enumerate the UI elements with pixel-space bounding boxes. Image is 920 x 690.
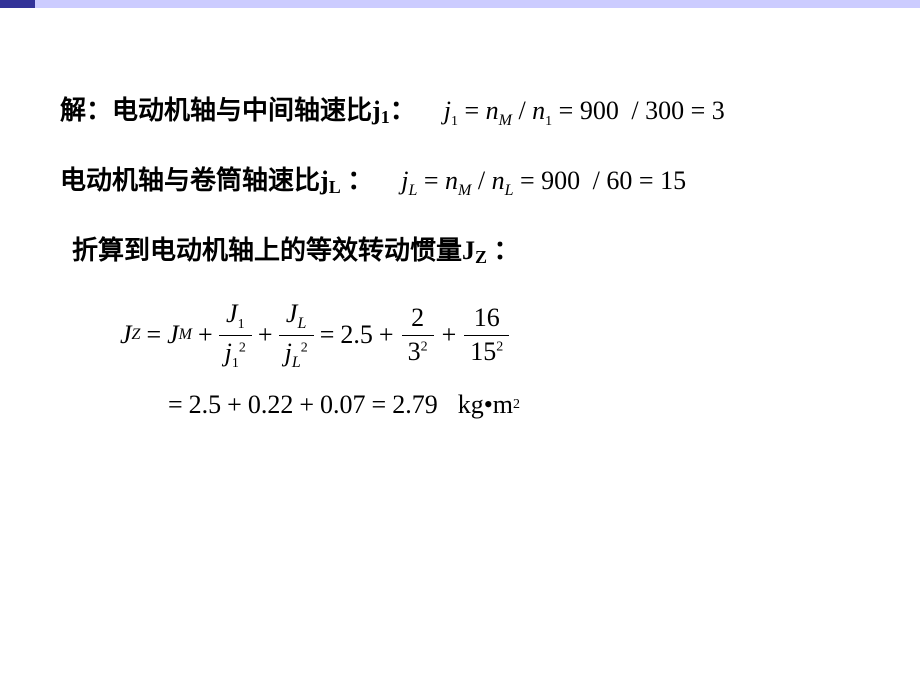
label-jL-post: ： xyxy=(341,166,374,195)
j1-n1: n xyxy=(532,96,545,125)
line-ratio-jL: 电动机轴与卷筒轴速比jL ： jL = nM / nL = 900 / 60 =… xyxy=(60,160,860,200)
jz-frac2: JL jL2 xyxy=(279,299,314,372)
accent-bar xyxy=(0,0,920,8)
j1-val-a: 900 xyxy=(580,96,619,125)
jz-row1: JZ = JM + J1 j12 + JL jL2 = 2.5 + 2 32 + xyxy=(120,299,860,372)
jz-frac2-den-sub: L xyxy=(292,354,301,371)
j1-nM-sub: M xyxy=(499,112,512,129)
jz-sum-c: 0.07 xyxy=(320,390,366,420)
jz-frac2-den: j xyxy=(285,338,292,367)
label-jL-sub: L xyxy=(329,177,341,197)
label-j1-post: ： xyxy=(390,96,416,125)
jz-frac2-num: J xyxy=(286,299,298,328)
jL-nM-sub: M xyxy=(458,182,471,199)
jz-val1: 2.5 xyxy=(340,320,373,350)
jz-frac2-num-sub: L xyxy=(297,315,306,332)
line-label-jz: 折算到电动机轴上的等效转动惯量JZ ： xyxy=(72,230,860,268)
jz-frac4-num: 16 xyxy=(464,304,509,336)
label-jz-sub: Z xyxy=(475,248,487,268)
j1-n1-sub: 1 xyxy=(545,114,552,129)
jz-frac1-den-sup: 2 xyxy=(239,340,246,355)
label-j1-sub: 1 xyxy=(381,107,390,127)
jz-frac3-num: 2 xyxy=(402,304,434,336)
jz-frac1-num: J xyxy=(226,299,238,328)
label-j1-sym: j xyxy=(372,96,381,125)
jz-frac1: J1 j12 xyxy=(219,299,252,372)
jz-frac2-den-sup: 2 xyxy=(301,340,308,355)
accent-bar-light xyxy=(35,0,920,8)
jz-frac3: 2 32 xyxy=(402,304,434,366)
jL-result: 15 xyxy=(660,166,686,195)
label-jL-pre: 电动机轴与卷筒轴速比 xyxy=(60,166,320,195)
jL-var-sub: L xyxy=(408,182,417,199)
jz-frac3-den-sup: 2 xyxy=(421,339,428,354)
label-jz-pre: 折算到电动机轴上的等效转动惯量 xyxy=(72,236,462,265)
jz-row2: = 2.5 + 0.22 + 0.07 = 2.79 kg • m2 xyxy=(168,390,860,420)
jz-sum-a: 2.5 xyxy=(189,390,222,420)
j1-var-sub: 1 xyxy=(451,114,458,129)
line-ratio-j1: 解：电动机轴与中间轴速比j1： j1 = nM / n1 = 900 / 300… xyxy=(60,90,860,130)
j1-var: j xyxy=(444,96,451,125)
jz-frac1-num-sub: 1 xyxy=(238,317,245,332)
label-jz-post: ： xyxy=(487,236,520,265)
jz-equation: JZ = JM + J1 j12 + JL jL2 = 2.5 + 2 32 + xyxy=(120,299,860,420)
j1-nM: n xyxy=(486,96,499,125)
j1-val-b: 300 xyxy=(645,96,684,125)
jz-frac4: 16 152 xyxy=(464,304,509,366)
accent-bar-dark xyxy=(0,0,35,8)
jz-unit-sup: 2 xyxy=(513,397,520,413)
jL-eq: jL = nM / nL = 900 / 60 = 15 xyxy=(401,166,686,195)
label-j1-pre: 解：电动机轴与中间轴速比 xyxy=(60,96,372,125)
jz-frac4-den-base: 15 xyxy=(470,337,496,366)
jz-frac1-den: j xyxy=(225,338,232,367)
jz-unit-kg: kg xyxy=(458,390,484,420)
jz-lhs: J xyxy=(120,320,132,350)
jz-lhs-sub: Z xyxy=(132,326,141,344)
jz-result: 2.79 xyxy=(392,390,438,420)
j1-result: 3 xyxy=(712,96,725,125)
jz-sum-b: 0.22 xyxy=(248,390,294,420)
label-jz-sym: J xyxy=(462,236,475,265)
jz-unit-m: m xyxy=(493,390,513,420)
jz-frac1-den-sub: 1 xyxy=(232,356,239,371)
j1-eq: j1 = nM / n1 = 900 / 300 = 3 xyxy=(444,96,725,125)
jz-frac4-den-sup: 2 xyxy=(496,339,503,354)
jL-nL: n xyxy=(492,166,505,195)
jz-JM-sub: M xyxy=(179,326,192,344)
jL-nM: n xyxy=(445,166,458,195)
label-jL-sym: j xyxy=(320,166,329,195)
jL-nL-sub: L xyxy=(505,182,514,199)
jz-frac3-den-base: 3 xyxy=(408,337,421,366)
slide-content: 解：电动机轴与中间轴速比j1： j1 = nM / n1 = 900 / 300… xyxy=(0,0,920,420)
jL-val-a: 900 xyxy=(541,166,580,195)
jz-JM: J xyxy=(167,320,179,350)
jL-val-b: 60 xyxy=(606,166,632,195)
